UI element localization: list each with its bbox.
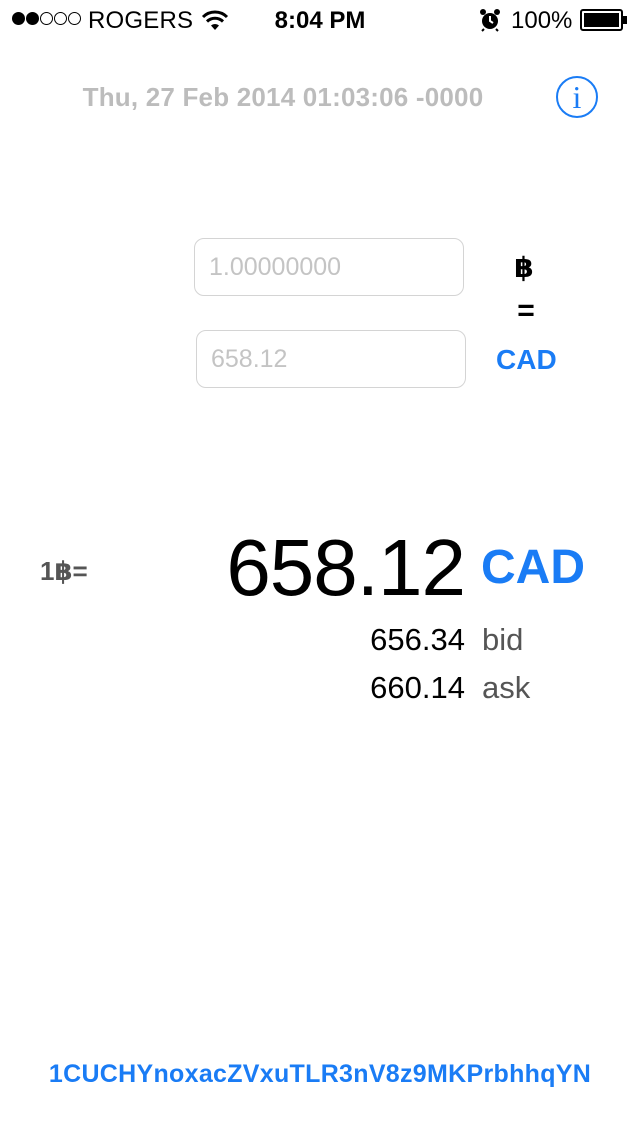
- rate-prefix: 1฿=: [40, 556, 88, 586]
- last-updated-timestamp: Thu, 27 Feb 2014 01:03:06 -0000: [82, 82, 484, 112]
- equals-sign: =: [517, 294, 535, 327]
- carrier-name: ROGERS: [88, 7, 194, 34]
- signal-strength-icon: [12, 12, 84, 28]
- fiat-currency-button[interactable]: CAD: [496, 344, 557, 375]
- exchange-rate-value: 658.12: [226, 523, 466, 612]
- fiat-amount-input[interactable]: [196, 330, 466, 388]
- status-bar: ROGERS 8:04 PM 100%: [0, 0, 640, 40]
- rate-currency-button[interactable]: CAD: [481, 541, 585, 594]
- info-icon[interactable]: i: [556, 76, 598, 118]
- donation-address-link[interactable]: 1CUCHYnoxacZVxuTLR3nV8z9MKPrbhhqYN: [48, 1060, 592, 1088]
- battery-percent: 100%: [511, 7, 573, 34]
- bid-label: bid: [482, 622, 524, 657]
- btc-unit-label: ฿: [514, 252, 534, 283]
- battery-icon: [580, 9, 627, 31]
- btc-amount-input[interactable]: [194, 238, 464, 296]
- bid-price: 656.34: [370, 622, 465, 657]
- ask-label: ask: [482, 670, 531, 705]
- wifi-icon: [201, 10, 229, 30]
- status-time: 8:04 PM: [274, 7, 366, 34]
- alarm-clock-icon: [480, 9, 500, 32]
- ask-price: 660.14: [370, 670, 465, 705]
